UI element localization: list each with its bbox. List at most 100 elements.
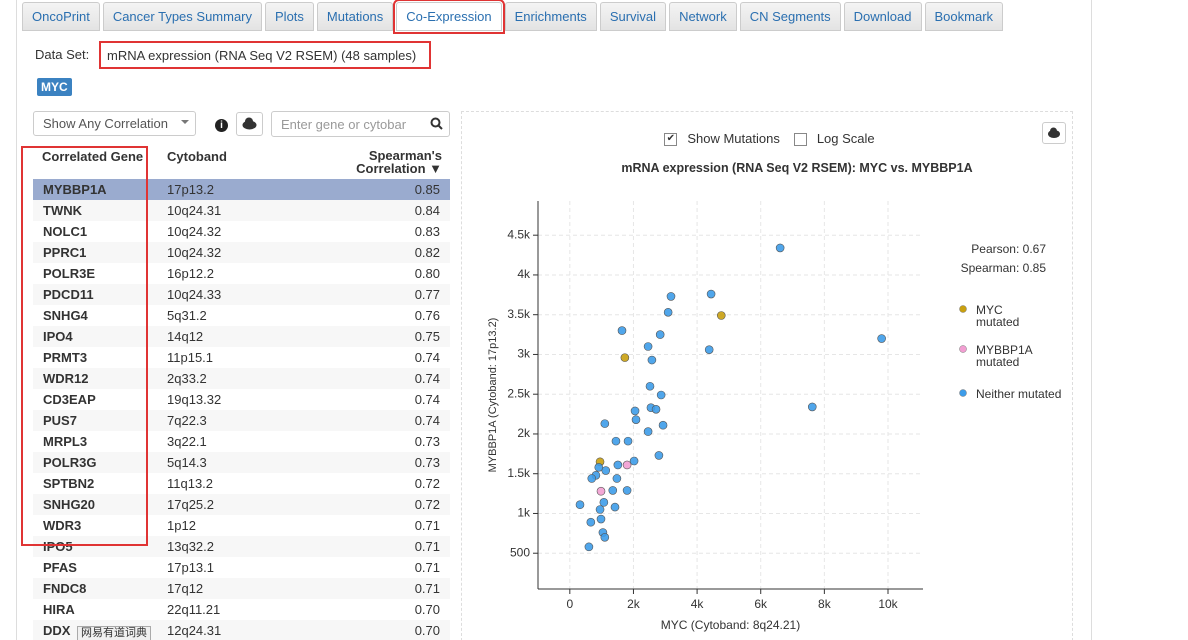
header-correlation[interactable]: Spearman's Correlation ▼	[356, 148, 442, 176]
correlation: 0.80	[414, 266, 440, 281]
point	[643, 342, 653, 351]
correlation: 0.82	[414, 245, 440, 260]
table-row[interactable]: POLR3E 16p12.2 0.80	[33, 263, 450, 284]
tab[interactable]: Survival	[599, 2, 667, 31]
point	[663, 308, 673, 317]
point	[620, 353, 630, 362]
point	[704, 345, 714, 354]
tab[interactable]: Enrichments	[504, 2, 597, 31]
x-tick-label: 4k	[691, 597, 705, 611]
table-row[interactable]: WDR3 1p12 0.71	[33, 515, 450, 536]
gene: IPO5	[43, 539, 73, 554]
gene-tag[interactable]: MYC	[37, 78, 72, 96]
point	[610, 502, 620, 512]
correlation: 0.72	[414, 497, 440, 512]
gene: PPRC1	[43, 245, 87, 260]
checkbox[interactable]	[793, 133, 807, 146]
tab[interactable]: Download	[843, 2, 922, 31]
tab[interactable]: OncoPrint	[22, 2, 100, 31]
correlation: 0.70	[414, 623, 440, 638]
point	[584, 542, 594, 552]
filter-select[interactable]: Show Any Correlation	[33, 111, 196, 136]
gene: MRPL3	[43, 434, 88, 449]
table-row[interactable]: NOLC1 10q24.32 0.83	[33, 221, 450, 242]
correlation: 0.74	[414, 392, 440, 407]
table-row[interactable]: SPTBN2 11q13.2 0.72	[33, 473, 450, 494]
plot-download[interactable]	[1042, 122, 1066, 144]
table-row[interactable]: TWNK 10q24.31 0.84	[33, 200, 450, 221]
search-input[interactable]: Enter gene or cytobar	[271, 111, 450, 137]
point	[656, 390, 666, 400]
table-row[interactable]: PUS7 7q22.3 0.74	[33, 410, 450, 431]
table-row[interactable]: FNDC8 17q12 0.71	[33, 578, 450, 599]
point	[647, 355, 657, 365]
table-row[interactable]: PRMT3 11p15.1 0.74	[33, 347, 450, 368]
point	[587, 474, 597, 483]
correlation: 0.77	[414, 287, 440, 302]
gene: WDR3	[43, 518, 82, 533]
y-tick-label: 1k	[517, 506, 531, 520]
y-tick-label: 4.5k	[507, 227, 531, 241]
gene: HIRA	[43, 602, 75, 617]
tab[interactable]: Plots	[265, 2, 314, 31]
dataset-select[interactable]: mRNA expression (RNA Seq V2 RSEM) (48 sa…	[99, 41, 431, 69]
cytoband: 3q22.1	[167, 434, 207, 449]
table-row[interactable]: CD3EAP 19q13.32 0.74	[33, 389, 450, 410]
table-row[interactable]: IPO4 14q12 0.75	[33, 326, 450, 347]
tab[interactable]: Bookmark	[924, 2, 1004, 31]
stats: Pearson: 0.67 Spearman: 0.85	[961, 240, 1046, 278]
correlation: 0.76	[414, 308, 440, 323]
cytoband: 17q25.2	[167, 497, 214, 512]
tab-bar: OncoPrint Cancer Types Summary Plots Mutati…	[22, 0, 1004, 34]
x-tick-label: 10k	[878, 597, 898, 611]
checkbox-label: Log Scale	[816, 131, 875, 146]
legend-label: Neither mutated	[976, 387, 1062, 401]
table-row[interactable]: PFAS 17p13.1 0.71	[33, 557, 450, 578]
table-row[interactable]: MYBBP1A 17p13.2 0.85	[33, 179, 450, 200]
table-row[interactable]: SNHG4 5q31.2 0.76	[33, 305, 450, 326]
point	[575, 500, 585, 510]
download-button[interactable]	[236, 112, 263, 136]
search-icon	[430, 117, 443, 130]
tab[interactable]: CN Segments	[739, 2, 841, 31]
cytoband: 22q11.21	[167, 602, 221, 617]
point	[617, 326, 627, 335]
table-row[interactable]: PDCD11 10q24.33 0.77	[33, 284, 450, 305]
cloud-icon	[1048, 127, 1060, 138]
table-row[interactable]: WDR12 2q33.2 0.74	[33, 368, 450, 389]
gene: FNDC8	[43, 581, 87, 596]
legend-marker	[959, 305, 967, 313]
gene: DDX	[43, 623, 71, 638]
point	[595, 505, 605, 514]
table-row[interactable]: PPRC1 10q24.32 0.82	[33, 242, 450, 263]
tab[interactable]: Co-Expression	[393, 0, 505, 34]
caret	[181, 120, 189, 128]
point	[599, 498, 609, 507]
checkbox[interactable]: ✔	[664, 133, 678, 146]
point	[596, 514, 606, 524]
gene: SNHG20	[43, 497, 96, 512]
tab[interactable]: Mutations	[316, 2, 394, 31]
legend-label: MYBBP1A mutated	[976, 343, 1033, 369]
cytoband: 10q24.32	[167, 245, 222, 260]
tab[interactable]: Network	[669, 2, 737, 31]
correlation: 0.83	[414, 224, 440, 239]
cytoband: 14q12	[167, 329, 204, 344]
gene: POLR3G	[43, 455, 97, 470]
stat: Pearson: 0.67	[971, 242, 1046, 256]
info-icon[interactable]: i	[215, 119, 228, 132]
correlation: 0.72	[414, 476, 440, 491]
table-row[interactable]: HIRA 22q11.21 0.70	[33, 599, 450, 620]
point	[586, 517, 596, 527]
table-row[interactable]: POLR3G 5q14.3 0.73	[33, 452, 450, 473]
point	[706, 289, 716, 299]
table-row[interactable]: MRPL3 3q22.1 0.73	[33, 431, 450, 452]
point	[600, 533, 610, 542]
table-row[interactable]: SNHG20 17q25.2 0.72	[33, 494, 450, 515]
correlation: 0.73	[414, 434, 440, 449]
tab[interactable]: Cancer Types Summary	[102, 2, 263, 31]
cytoband: 1p12	[167, 518, 196, 533]
x-tick-label: 8k	[818, 597, 832, 611]
table-row[interactable]: IPO5 13q32.2 0.71	[33, 536, 450, 557]
y-tick-label: 3k	[517, 347, 531, 361]
